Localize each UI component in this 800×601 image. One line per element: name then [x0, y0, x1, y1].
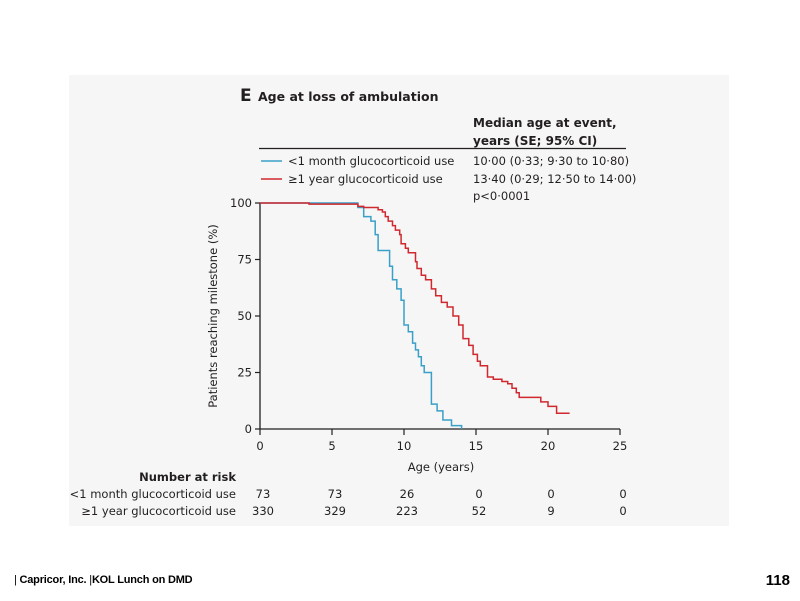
- risk-value: 0: [475, 487, 482, 501]
- risk-value: 0: [547, 487, 554, 501]
- legend-label-lt1month: <1 month glucocorticoid use: [288, 154, 454, 168]
- y-tick-label: 0: [245, 422, 252, 436]
- risk-value: 0: [619, 487, 626, 501]
- series-line-lt1month: [260, 202, 463, 429]
- legend-median-ge1year: 13·40 (0·29; 12·50 to 14·00): [473, 172, 636, 186]
- legend-median-lt1month: 10·00 (0·33; 9·30 to 10·80): [473, 154, 629, 168]
- risk-value: 223: [396, 504, 418, 518]
- risk-value: 9: [547, 504, 554, 518]
- page-number: 118: [765, 572, 790, 589]
- footer-event: KOL Lunch on DMD: [91, 574, 193, 586]
- legend-header-line-1: Median age at event,: [473, 116, 617, 130]
- x-tick-label: 20: [541, 439, 556, 453]
- x-axis-label: Age (years): [408, 460, 475, 474]
- number-at-risk-title: Number at risk: [139, 470, 236, 484]
- risk-value: 0: [619, 504, 626, 518]
- y-tick-label: 75: [237, 253, 252, 267]
- risk-value: 52: [472, 504, 487, 518]
- legend-label-ge1year: ≥1 year glucocorticoid use: [288, 172, 443, 186]
- y-tick-label: 50: [237, 309, 252, 323]
- panel-letter: E: [240, 86, 252, 106]
- x-tick-label: 10: [397, 439, 412, 453]
- chart-title: Age at loss of ambulation: [258, 89, 438, 104]
- y-tick-label: 25: [237, 366, 252, 380]
- footer-company: Capricor, Inc.: [19, 574, 87, 586]
- x-tick-label: 15: [469, 439, 484, 453]
- risk-value: 26: [400, 487, 415, 501]
- y-axis-label: Patients reaching milestone (%): [206, 224, 220, 407]
- risk-value: 330: [252, 504, 274, 518]
- risk-row-label: <1 month glucocorticoid use: [70, 487, 236, 501]
- footer-text: | Capricor, Inc. |KOL Lunch on DMD: [14, 574, 193, 586]
- figure-panel: [69, 75, 729, 526]
- risk-value: 329: [324, 504, 346, 518]
- risk-row-label: ≥1 year glucocorticoid use: [81, 504, 236, 518]
- x-tick-label: 5: [328, 439, 335, 453]
- risk-value: 73: [256, 487, 271, 501]
- y-tick-label: 100: [230, 196, 252, 210]
- x-tick-label: 25: [613, 439, 628, 453]
- risk-value: 73: [328, 487, 343, 501]
- series-line-ge1year: [260, 202, 570, 414]
- x-tick-label: 0: [256, 439, 263, 453]
- p-value: p<0·0001: [473, 189, 530, 203]
- legend-header-line-2: years (SE; 95% CI): [473, 134, 597, 148]
